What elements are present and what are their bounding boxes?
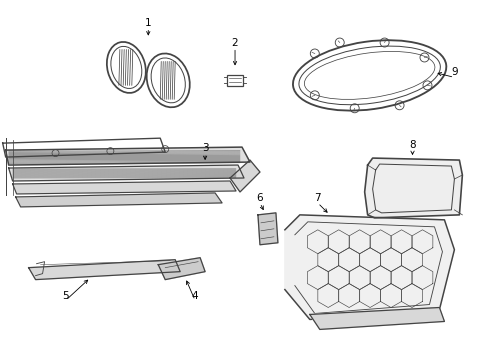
Text: 2: 2 bbox=[232, 37, 238, 48]
Polygon shape bbox=[230, 160, 260, 192]
Polygon shape bbox=[158, 258, 205, 280]
Text: 5: 5 bbox=[62, 291, 69, 301]
Text: 9: 9 bbox=[451, 67, 458, 77]
Polygon shape bbox=[285, 215, 454, 319]
Polygon shape bbox=[365, 158, 463, 218]
Text: 8: 8 bbox=[409, 140, 416, 150]
Text: 1: 1 bbox=[145, 18, 151, 28]
Text: 3: 3 bbox=[202, 143, 208, 153]
Text: 4: 4 bbox=[192, 291, 198, 301]
Polygon shape bbox=[310, 307, 444, 329]
Polygon shape bbox=[258, 213, 278, 245]
Polygon shape bbox=[16, 193, 222, 207]
Text: 7: 7 bbox=[315, 193, 321, 203]
Polygon shape bbox=[28, 260, 180, 280]
Polygon shape bbox=[9, 165, 244, 181]
Text: 6: 6 bbox=[257, 193, 263, 203]
Bar bbox=[227, 75, 243, 86]
Polygon shape bbox=[13, 181, 236, 194]
Polygon shape bbox=[6, 147, 250, 165]
